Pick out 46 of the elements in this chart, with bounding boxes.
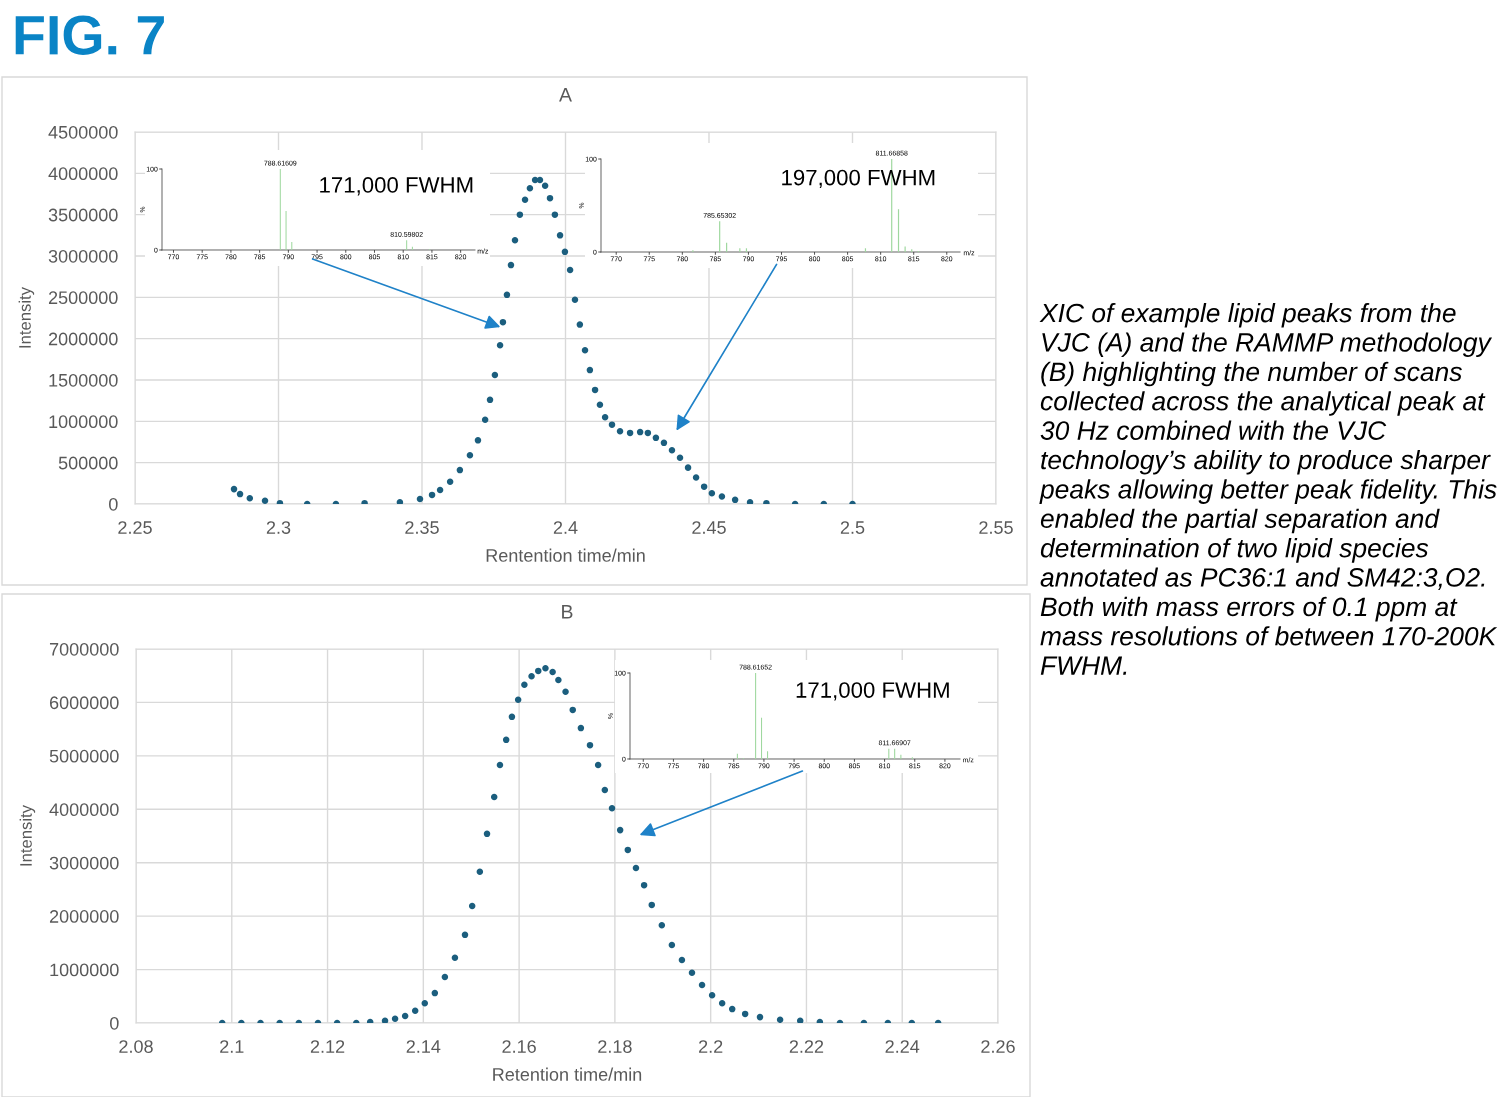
caption: FIG. 7 [15, 15, 164, 55]
x-tick-label: 2.26 [981, 1040, 1015, 1053]
chart-title: A [559, 88, 572, 102]
y-tick-label: 500000 [58, 456, 118, 470]
y-tick-label: 0 [109, 497, 118, 511]
chart-title: B [562, 605, 573, 619]
x-tick-label: 2.18 [598, 1040, 632, 1053]
x-tick-label: 2.14 [406, 1040, 441, 1053]
x-tick-label: 2.45 [692, 521, 726, 534]
x-tick-label: 2.2 [699, 1040, 723, 1053]
x-tick-label: 2.24 [885, 1040, 920, 1053]
x-axis-title: Rentention time/min [486, 548, 645, 562]
annotation: 197,000 FWHM [782, 169, 935, 189]
y-tick-label: 4000000 [49, 803, 119, 817]
y-tick-label: 2000000 [48, 332, 118, 346]
y-tick-label: 4500000 [48, 125, 118, 139]
y-tick-label: 3000000 [48, 249, 118, 263]
y-tick-label: 1500000 [49, 373, 118, 387]
text: XIC of example lipid peaks from the VJC (A) and the RAMMP methodology (B) highlighting the number of scans collected across the analytical peak at 30 Hz combined with the VJC technology’s ability to produce sharper peaks allowing better peak fidelity. This enabled the partial separation and determination of two lipid species annotated as PC36:1 and SM42:3,O2. Both with mass errors of 0.1 ppm at mass resolutions of between 170-200K FWHM. [1039, 303, 1498, 675]
x-axis-title: Retention time/min [493, 1067, 642, 1081]
y-tick-label: 1000000 [49, 415, 118, 429]
y-tick-label: 3000000 [49, 856, 119, 870]
x-tick-label: 2.1 [220, 1040, 244, 1053]
x-tick-label: 2.35 [405, 521, 439, 534]
y-tick-label: 7000000 [49, 642, 119, 656]
annotation: 171,000 FWHM [796, 682, 949, 701]
x-tick-label: 2.22 [789, 1040, 824, 1053]
x-tick-label: 2.25 [118, 521, 152, 534]
y-tick-label: 0 [110, 1016, 119, 1030]
x-tick-label: 2.12 [310, 1040, 345, 1053]
y-axis-title: Intensity [19, 805, 36, 866]
y-tick-label: 4000000 [48, 167, 118, 181]
y-tick-label: 3500000 [48, 208, 118, 222]
x-tick-label: 2.4 [553, 521, 578, 534]
y-tick-label: 5000000 [49, 749, 119, 763]
y-tick-label: 6000000 [49, 696, 119, 710]
annotation: 171,000 FWHM [320, 177, 473, 196]
y-tick-label: 1000000 [50, 963, 119, 977]
x-tick-label: 2.3 [266, 521, 291, 534]
y-tick-label: 2000000 [49, 910, 119, 923]
x-tick-label: 2.16 [502, 1040, 536, 1053]
x-tick-label: 2.08 [119, 1040, 153, 1053]
x-tick-label: 2.5 [840, 521, 865, 534]
y-axis-title: Intensity [18, 287, 35, 348]
y-tick-label: 2500000 [48, 291, 118, 305]
x-tick-label: 2.55 [979, 521, 1013, 534]
